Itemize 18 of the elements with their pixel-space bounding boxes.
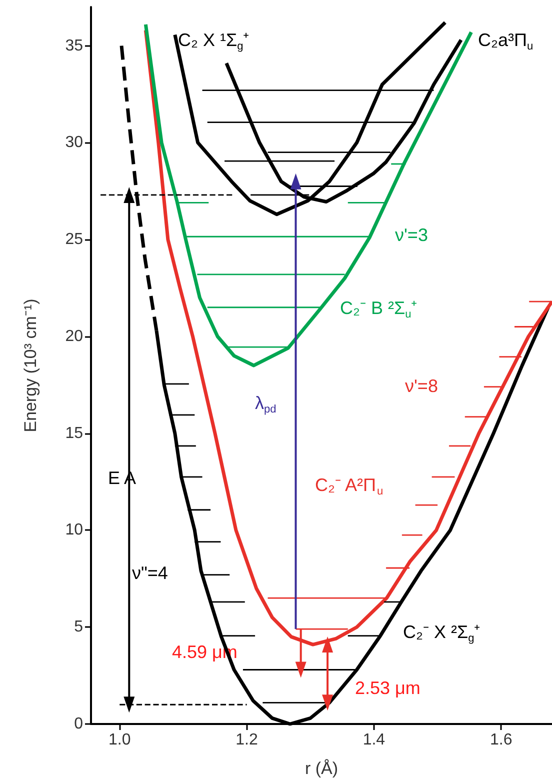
- x-tick-label: 1.4: [362, 732, 386, 748]
- annotation: ν'=3: [395, 225, 428, 245]
- y-tick-label: 15: [65, 424, 84, 442]
- y-tick-label: 30: [65, 134, 84, 152]
- y-tick-label: 20: [65, 328, 84, 345]
- y-axis-title: Energy (10³ cm⁻¹): [21, 298, 40, 432]
- x-tick-label: 1.2: [236, 732, 258, 748]
- x-tick-label: 1.0: [108, 732, 131, 748]
- annotation: ν'=8: [405, 376, 438, 396]
- annotation: 2.53 μm: [355, 678, 420, 698]
- x-axis-title: r (Å): [304, 759, 338, 778]
- y-tick-label: 5: [74, 618, 84, 636]
- annotation: ν"=4: [132, 563, 168, 583]
- y-tick-label: 25: [65, 231, 84, 248]
- y-tick-label: 35: [65, 37, 84, 54]
- y-tick-label: 10: [65, 522, 84, 539]
- y-tick-label: 0: [74, 716, 84, 732]
- x-tick-label: 1.6: [490, 732, 512, 748]
